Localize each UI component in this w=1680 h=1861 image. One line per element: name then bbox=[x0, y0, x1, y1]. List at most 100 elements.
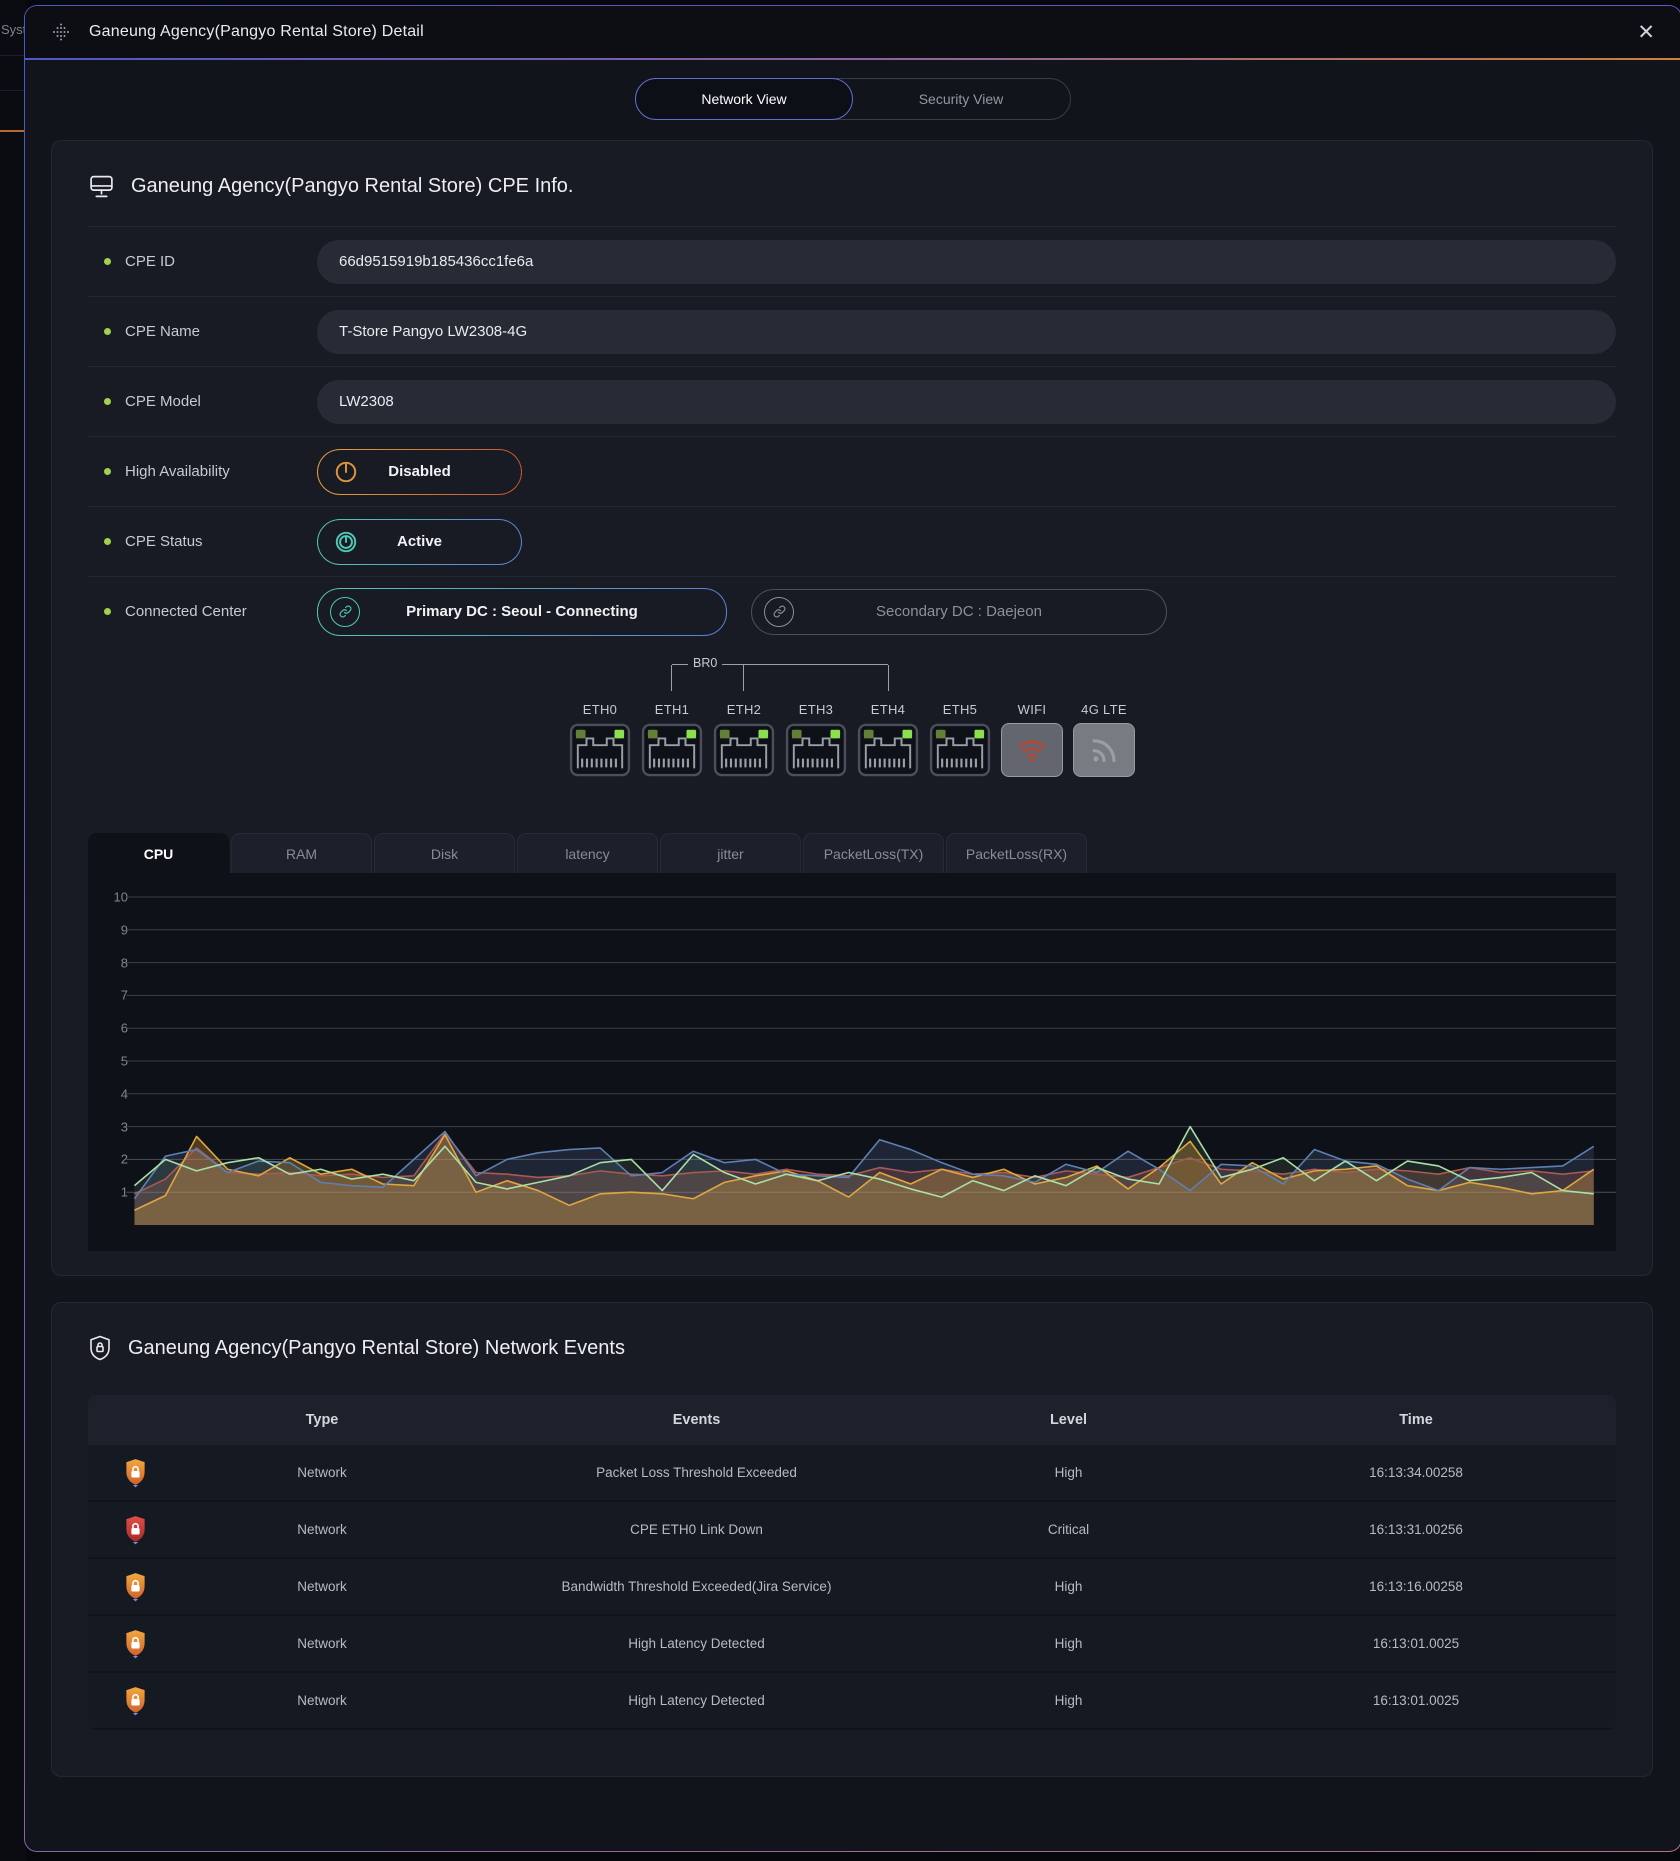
radio-label: WIFI bbox=[1017, 702, 1047, 717]
bridge-br0-bracket: BR0 bbox=[671, 656, 889, 700]
secondary-dc-button[interactable]: Secondary DC : Daejeon bbox=[751, 588, 1167, 635]
port-label: ETH3 bbox=[798, 702, 834, 717]
ethernet-jack-icon bbox=[857, 723, 919, 777]
cpe-name-value: T-Store Pangyo LW2308-4G bbox=[317, 309, 1616, 354]
event-description: High Latency Detected bbox=[628, 1693, 765, 1708]
tab-network-view[interactable]: Network View bbox=[635, 78, 853, 120]
wifi-icon-button[interactable] bbox=[1001, 723, 1063, 777]
event-table-row[interactable]: Network High Latency Detected High 16:13… bbox=[88, 1616, 1616, 1673]
series-red-line bbox=[134, 1133, 1593, 1194]
event-table-row[interactable]: Network Packet Loss Threshold Exceeded H… bbox=[88, 1445, 1616, 1502]
event-table-row[interactable]: Network High Latency Detected High 16:13… bbox=[88, 1673, 1616, 1730]
event-type: Network bbox=[297, 1465, 347, 1480]
metric-tab-ram[interactable]: RAM bbox=[231, 833, 372, 873]
event-level: High bbox=[1054, 1636, 1083, 1651]
metric-tab-bar: CPU RAM Disk latency jitter PacketLoss(TX) Pac… bbox=[88, 833, 1616, 873]
column-header-level: Level bbox=[1049, 1412, 1088, 1428]
y-axis-tick: 2 bbox=[120, 1151, 128, 1167]
close-icon[interactable]: ✕ bbox=[1637, 20, 1655, 44]
port-eth3: ETH3 bbox=[784, 702, 848, 777]
green-bullet-icon bbox=[104, 468, 111, 475]
event-time: 16:13:34.00258 bbox=[1369, 1465, 1463, 1480]
primary-dc-button[interactable]: Primary DC : Seoul - Connecting bbox=[318, 588, 726, 635]
field-label: CPE Status bbox=[125, 533, 203, 550]
tab-security-view[interactable]: Security View bbox=[918, 91, 1004, 107]
green-bullet-icon bbox=[104, 608, 111, 615]
header-accent-line bbox=[25, 58, 1680, 60]
column-header-type: Type bbox=[305, 1412, 339, 1428]
ethernet-jack-icon bbox=[929, 723, 991, 777]
y-axis-tick: 6 bbox=[120, 1020, 128, 1036]
modal-title: Ganeung Agency(Pangyo Rental Store) Deta… bbox=[89, 23, 424, 40]
ethernet-jack-icon bbox=[569, 723, 631, 777]
event-table-row[interactable]: Network CPE ETH0 Link Down Critical 16:1… bbox=[88, 1502, 1616, 1559]
field-label: CPE Model bbox=[125, 393, 201, 410]
radio-4g-lte: 4G LTE bbox=[1072, 702, 1136, 777]
link-icon bbox=[764, 596, 794, 627]
background-page: Syst bbox=[0, 0, 26, 1861]
green-bullet-icon bbox=[104, 398, 111, 405]
port-label: ETH2 bbox=[726, 702, 762, 717]
rss-icon-button[interactable] bbox=[1073, 723, 1135, 777]
event-level: High bbox=[1054, 1579, 1083, 1594]
power-icon bbox=[333, 459, 359, 485]
wifi-icon bbox=[1017, 740, 1047, 763]
background-accent-line bbox=[0, 130, 26, 132]
y-axis-tick: 8 bbox=[120, 955, 128, 971]
metric-tab-packetlosstx[interactable]: PacketLoss(TX) bbox=[803, 833, 944, 873]
metric-tab-cpu[interactable]: CPU bbox=[88, 833, 229, 873]
series-orange-line bbox=[134, 1135, 1593, 1210]
network-events-card: Ganeung Agency(Pangyo Rental Store) Netw… bbox=[51, 1302, 1653, 1777]
event-time: 16:13:01.0025 bbox=[1372, 1636, 1460, 1651]
lock-shield-icon bbox=[126, 1515, 145, 1544]
cpe-id-value: 66d9515919b185436cc1fe6a bbox=[317, 239, 1616, 284]
column-header-time: Time bbox=[1399, 1412, 1433, 1428]
field-label: CPE ID bbox=[125, 253, 176, 270]
field-label: Connected Center bbox=[125, 603, 247, 620]
port-label: ETH1 bbox=[654, 702, 690, 717]
secondary-dc-label: Secondary DC : Daejeon bbox=[876, 603, 1042, 620]
field-row-cpe-name: CPE Name T-Store Pangyo LW2308-4G bbox=[88, 296, 1616, 366]
y-axis-tick: 1 bbox=[120, 1184, 128, 1200]
background-divider bbox=[0, 90, 26, 91]
view-tab-group: Network View Security View bbox=[635, 78, 1071, 120]
field-row-cpe-status: CPE Status Active bbox=[88, 506, 1616, 576]
metric-tab-disk[interactable]: Disk bbox=[374, 833, 515, 873]
cpe-status-button[interactable]: Active bbox=[318, 519, 521, 564]
event-time: 16:13:31.00256 bbox=[1369, 1522, 1463, 1537]
events-table: Type Events Level Time Network Packet Loss … bbox=[88, 1395, 1616, 1730]
cpe-info-title: Ganeung Agency(Pangyo Rental Store) CPE … bbox=[131, 175, 574, 197]
dotted-grid-icon bbox=[53, 23, 69, 41]
high-availability-status-button[interactable]: Disabled bbox=[318, 449, 521, 494]
event-level: Critical bbox=[1047, 1522, 1090, 1537]
event-table-row[interactable]: Network Bandwidth Threshold Exceeded(Jir… bbox=[88, 1559, 1616, 1616]
field-label: CPE Name bbox=[125, 323, 201, 340]
ethernet-jack-icon bbox=[713, 723, 775, 777]
modal-header: Ganeung Agency(Pangyo Rental Store) Deta… bbox=[25, 6, 1680, 58]
rss-icon bbox=[1092, 739, 1116, 763]
event-level: High bbox=[1054, 1693, 1083, 1708]
field-row-cpe-model: CPE Model LW2308 bbox=[88, 366, 1616, 436]
metric-tab-packetlossrx[interactable]: PacketLoss(RX) bbox=[946, 833, 1087, 873]
ethernet-jack-icon bbox=[785, 723, 847, 777]
background-partial-text: Syst bbox=[1, 22, 27, 37]
power-icon bbox=[333, 529, 359, 555]
event-type: Network bbox=[297, 1636, 347, 1651]
cpu-usage-chart: 1 2 3 4 5 6 7 8 9 10 bbox=[88, 873, 1616, 1251]
metric-tab-latency[interactable]: latency bbox=[517, 833, 658, 873]
green-bullet-icon bbox=[104, 328, 111, 335]
cpe-model-value: LW2308 bbox=[317, 379, 1616, 424]
port-eth1: ETH1 bbox=[640, 702, 704, 777]
event-type: Network bbox=[297, 1579, 347, 1594]
series-blue-line bbox=[134, 1132, 1593, 1199]
event-level: High bbox=[1054, 1465, 1083, 1480]
y-axis-tick: 5 bbox=[120, 1053, 128, 1069]
field-label: High Availability bbox=[125, 463, 230, 480]
metric-tab-jitter[interactable]: jitter bbox=[660, 833, 801, 873]
port-eth4: ETH4 bbox=[856, 702, 920, 777]
y-axis-tick: 9 bbox=[120, 922, 128, 938]
series-green-line bbox=[134, 1127, 1593, 1198]
y-axis-tick: 10 bbox=[113, 889, 128, 905]
port-eth2: ETH2 bbox=[712, 702, 776, 777]
event-type: Network bbox=[297, 1522, 347, 1537]
